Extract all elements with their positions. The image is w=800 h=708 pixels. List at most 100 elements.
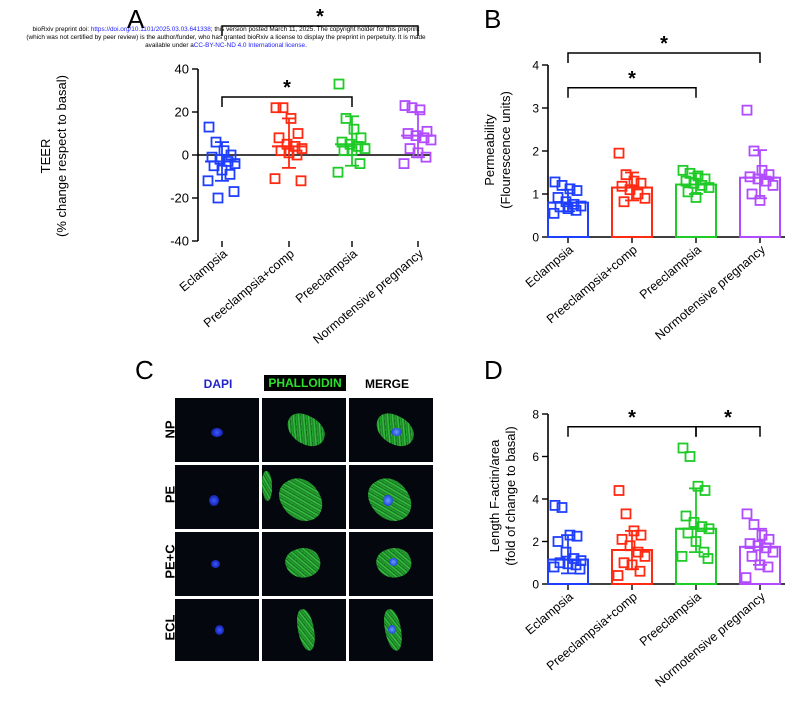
chart-b-point-3 [754,195,766,206]
chart-d-significance-bracket-0 [567,426,697,437]
notice-line1-suffix: ; this version posted March 11, 2025. Th… [210,26,420,33]
chart-b-significance-bracket-1 [567,52,761,63]
chart-b-ytick-label: 0 [532,231,539,245]
chart-d-bar-2 [675,527,717,585]
chart-a-ytick-label: 40 [175,62,189,77]
chart-d-point-3 [767,546,779,558]
chart-a-point-3 [402,128,414,139]
chart-a-point-2 [344,138,356,150]
micrograph-pe-merge [349,465,433,529]
chart-b-point-2 [688,177,700,189]
chart-d-point-1 [634,565,646,577]
panel-letter-a: A [127,4,145,34]
chart-a-point-1 [273,132,285,144]
chart-a-ylabel: TEER (% change respect to basal) [38,46,74,266]
chart-a-point-0 [224,168,236,180]
chart-a-point-2 [340,113,352,124]
chart-d-point-2 [688,516,700,528]
chart-d-point-0 [556,502,568,513]
chart-d-point-3 [752,540,764,552]
chart-b-xtick-label-1: Preeclampsia+comp [544,243,640,327]
chart-b-point-0 [568,198,580,210]
chart-d-point-2 [702,553,714,564]
chart-a-significance-bracket-0 [221,96,353,107]
chart-a-point-0 [214,153,226,165]
chart-b-point-1 [628,175,640,187]
notice-line3-prefix: available under a [145,42,194,49]
chart-b-ytick-label: 2 [532,145,539,159]
chart-d-point-3 [763,533,775,545]
panel-letter-d: D [484,355,503,385]
chart-b-ylabel: Permeability (Flourescence units) [482,55,518,245]
chart-d-point-0 [548,561,560,573]
chart-a-point-0 [202,175,214,187]
chart-d-bar-3 [739,545,781,585]
chart-a-point-3 [398,158,410,170]
chart-d-point-2 [699,485,711,496]
chart-d-ytick-label: 2 [532,535,539,549]
chart-b-point-1 [632,188,644,200]
chart-a-point-0 [208,160,220,172]
chart-d-point-2 [690,536,702,547]
notice-line3-suffix: . [305,42,307,49]
chart-b-point-3 [763,169,775,181]
micrograph-ecl-dapi [175,599,259,661]
chart-a-point-0 [206,151,218,163]
chart-d-point-0 [552,536,564,547]
micrograph-pec-dapi [175,532,259,596]
chart-a-ytick-label: 20 [175,105,189,120]
chart-b-point-2 [692,170,704,182]
doi-link[interactable]: https://doi.org/10.1101/2025.03.03.64133… [90,26,211,33]
chart-b-point-0 [570,204,582,216]
actin-fiber [295,608,317,652]
chart-d-significance-label-0: * [628,407,636,429]
chart-a-point-3 [414,104,426,116]
chart-b-point-0 [575,200,587,212]
chart-b-significance-label-0: * [628,68,636,90]
chart-d-point-3 [744,538,756,550]
chart-b-bar-2 [675,183,717,238]
chart-a-point-1 [292,128,304,139]
chart-d-significance-bracket-1 [695,426,761,437]
chart-d-point-0 [571,530,583,542]
micrograph-np-merge [349,398,433,462]
actin-fiber [281,408,331,452]
actin-fiber [281,543,325,583]
chart-a-point-3 [421,125,433,137]
chart-d-point-3 [748,519,760,530]
chart-a-significance-label-0: * [283,77,291,99]
license-link[interactable]: CC-BY-NC-ND 4.0 International license [193,42,306,49]
chart-b-bar-0 [547,201,589,239]
chart-a-point-3 [412,147,424,159]
chart-a-xtick-label-1: Preeclampsia+comp [201,247,297,331]
chart-d-point-0 [575,555,587,567]
chart-d-ytick-label: 8 [532,408,539,422]
nucleus [215,625,224,635]
chart-d-point-0 [562,558,574,570]
chart-d-point-0 [574,563,586,575]
chart-b-point-1 [624,184,636,196]
chart-d-point-3 [741,508,753,520]
chart-b-significance-label-1: * [660,33,668,55]
chart-b-point-2 [699,173,711,185]
chart-d-bar-0 [547,558,589,585]
chart-b-bar-1 [611,186,653,239]
chart-a-point-2 [352,140,364,152]
chart-a-point-1 [296,143,308,154]
chart-b-point-0 [556,179,568,191]
chart-a-point-1 [283,147,295,159]
chart-a-point-1 [289,140,301,152]
chart-b-point-0 [560,196,572,208]
chart-a-point-0 [225,149,237,161]
chart-d-point-1 [618,557,630,569]
chart-d-point-0 [570,559,582,571]
chart-d-point-2 [692,480,704,492]
chart-b-point-3 [746,188,758,200]
chart-d-point-0 [560,546,572,558]
chart-b-point-2 [696,179,708,191]
chart-a-point-1 [270,102,282,114]
chart-d-point-0 [554,557,566,569]
chart-a-xtick-label-3: Normotensive pregnancy [310,246,426,347]
chart-d-point-2 [698,546,710,558]
nucleus [389,558,398,566]
